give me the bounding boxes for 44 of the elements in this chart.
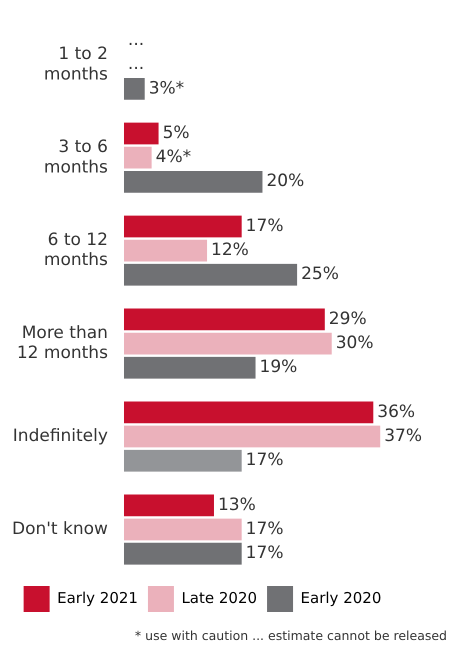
y-tick-label: More than 12 months xyxy=(16,322,108,364)
data-label: 13% xyxy=(218,494,256,515)
data-label: 36% xyxy=(377,402,416,422)
bar xyxy=(124,170,262,193)
bar xyxy=(124,240,208,262)
bar xyxy=(124,356,256,379)
y-tick-label: Don't know xyxy=(12,518,108,539)
bar xyxy=(124,402,374,424)
text: ... xyxy=(128,54,144,74)
data-label: 17% xyxy=(246,450,284,470)
y-tick-label: Indefinitely xyxy=(12,426,108,446)
text: * use with caution ... estimate cannot be released xyxy=(134,628,447,643)
bar xyxy=(124,78,145,100)
data-label: 29% xyxy=(328,308,367,329)
data-label: 19% xyxy=(260,357,298,378)
data-label: 17% xyxy=(246,543,284,564)
data-label: 37% xyxy=(384,426,422,446)
data-label: 25% xyxy=(301,264,339,284)
data-label: 12% xyxy=(211,240,249,260)
data-label: 17% xyxy=(246,216,284,236)
bar xyxy=(124,332,332,354)
bar xyxy=(124,146,152,169)
bar xyxy=(124,450,242,472)
legend-label: Early 2020 xyxy=(300,588,382,607)
bar xyxy=(124,518,242,540)
bar xyxy=(124,542,242,565)
bar xyxy=(124,122,159,144)
data-label: 3%* xyxy=(148,78,184,98)
y-tick-label: 6 to 12 months xyxy=(44,230,108,270)
data-label: 20% xyxy=(266,171,304,192)
legend-label: Late 2020 xyxy=(181,588,258,607)
text: ... xyxy=(128,30,144,50)
y-tick-label: 1 to 2 months xyxy=(44,44,108,84)
data-label: 4%* xyxy=(156,147,192,168)
bar xyxy=(124,426,380,448)
y-tick-label: 3 to 6 months xyxy=(44,136,108,178)
bar xyxy=(124,264,298,286)
legend-label: Early 2021 xyxy=(57,588,138,607)
data-label: 17% xyxy=(246,518,284,539)
data-label: 30% xyxy=(336,333,374,354)
bar xyxy=(124,494,214,516)
bar xyxy=(124,308,325,330)
data-label: 5% xyxy=(162,122,190,143)
bar xyxy=(124,216,242,238)
